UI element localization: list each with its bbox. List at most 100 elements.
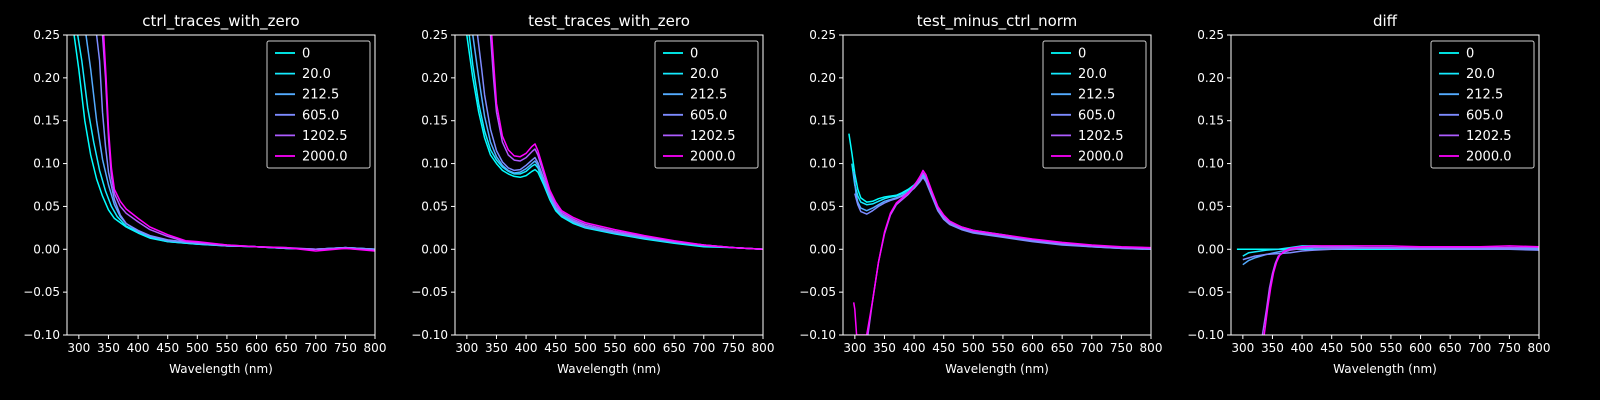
legend-label: 1202.5 [1466,129,1512,144]
x-tick-label: 650 [1051,341,1074,355]
panel-1: test_traces_with_zero 300 350 400 450 500 550 6… [411,12,774,376]
x-tick-label: 800 [1528,341,1551,355]
legend-label: 605.0 [1078,108,1115,123]
legend-label: 20.0 [302,67,331,82]
x-tick-label: 550 [991,341,1014,355]
x-tick-label: 800 [752,341,775,355]
y-tick-label: 0.25 [1197,28,1224,42]
y-tick-label: 0.20 [809,71,836,85]
y-tick-label: 0.05 [1197,199,1224,213]
plot-area [1236,245,1539,335]
legend-label: 0 [1078,47,1086,62]
legend-label: 20.0 [1466,67,1495,82]
series-line-605.0 [1242,247,1539,261]
y-tick-label: 0.25 [809,28,836,42]
x-tick-label: 600 [633,341,656,355]
plot-area [848,133,1151,335]
x-tick-label: 750 [1498,341,1521,355]
y-tick-label: 0.20 [421,71,448,85]
x-tick-label: 600 [245,341,268,355]
legend: 0 20.0 212.5 605.0 1202.5 2000.0 [1042,40,1147,169]
x-tick-label: 750 [334,341,357,355]
x-tick-label: 550 [215,341,238,355]
series-line-605.0 [476,35,763,251]
y-tick-label: −0.10 [799,328,836,342]
x-tick-label: 550 [603,341,626,355]
x-tick-label: 700 [1468,341,1491,355]
legend-label: 212.5 [1078,88,1115,103]
legend-label: 0 [302,47,310,62]
y-tick-label: 0.10 [33,157,60,171]
legend-label: 20.0 [1078,67,1107,82]
legend-label: 605.0 [1466,108,1503,123]
panel-title: test_traces_with_zero [528,12,690,31]
y-tick-label: 0.05 [809,199,836,213]
x-axis-label: Wavelength (nm) [1333,362,1437,376]
panel-title: test_minus_ctrl_norm [917,12,1078,31]
x-tick-label: 450 [932,341,955,355]
legend: 0 20.0 212.5 605.0 1202.5 2000.0 [1430,40,1535,169]
y-tick-label: −0.10 [1187,328,1224,342]
y-tick-label: 0.25 [33,28,60,42]
x-tick-label: 700 [304,341,327,355]
y-tick-label: 0.15 [33,114,60,128]
x-tick-label: 500 [962,341,985,355]
legend-label: 212.5 [302,88,339,103]
y-tick-label: 0.10 [809,157,836,171]
series-line-2000.0 [852,169,1151,335]
y-tick-label: 0.10 [421,157,448,171]
x-tick-label: 300 [1231,341,1254,355]
series-line-2000.0 [490,35,763,251]
y-tick-label: −0.10 [411,328,448,342]
x-tick-label: 300 [455,341,478,355]
legend: 0 20.0 212.5 605.0 1202.5 2000.0 [266,40,371,169]
series-line-605.0 [854,176,1151,251]
x-tick-label: 550 [1379,341,1402,355]
y-tick-label: 0.25 [421,28,448,42]
x-tick-label: 650 [275,341,298,355]
series-line-212.5 [472,35,763,251]
x-tick-label: 450 [544,341,567,355]
y-tick-label: 0.00 [421,242,448,256]
series-line-0 [466,35,763,251]
x-tick-label: 650 [663,341,686,355]
x-tick-label: 750 [722,341,745,355]
x-tick-label: 450 [156,341,179,355]
y-tick-label: 0.05 [421,199,448,213]
panel-2: test_minus_ctrl_norm 300 350 400 450 500 550 60… [799,12,1162,376]
series-line-1202.5 [1261,246,1539,335]
x-tick-label: 700 [692,341,715,355]
legend-label: 1202.5 [690,129,736,144]
legend: 0 20.0 212.5 605.0 1202.5 2000.0 [654,40,759,169]
x-tick-label: 500 [574,341,597,355]
legend-label: 2000.0 [302,150,348,165]
plot-area [73,35,375,252]
x-tick-label: 800 [1140,341,1163,355]
y-tick-label: 0.05 [33,199,60,213]
y-tick-label: 0.15 [809,114,836,128]
y-tick-label: 0.20 [1197,71,1224,85]
y-tick-label: −0.05 [799,285,836,299]
legend-label: 0 [690,47,698,62]
legend-label: 605.0 [302,108,339,123]
y-tick-label: −0.05 [411,285,448,299]
y-tick-label: 0.00 [1197,242,1224,256]
panel-3: diff 300 350 400 450 500 550 600 650 700 750 800 −0.… [1187,12,1550,376]
legend-label: 20.0 [690,67,719,82]
x-tick-label: 800 [364,341,387,355]
x-tick-label: 600 [1409,341,1432,355]
legend-label: 1202.5 [302,129,348,144]
x-tick-label: 750 [1110,341,1133,355]
series-line-2000.0 [1263,245,1539,335]
x-axis-label: Wavelength (nm) [945,362,1049,376]
panel-title: ctrl_traces_with_zero [142,12,299,31]
legend-label: 2000.0 [1078,150,1124,165]
y-tick-label: 0.00 [33,242,60,256]
x-tick-label: 650 [1439,341,1462,355]
legend-label: 605.0 [690,108,727,123]
y-tick-label: −0.05 [1187,285,1224,299]
legend-label: 1202.5 [1078,129,1124,144]
x-tick-label: 600 [1021,341,1044,355]
x-tick-label: 700 [1080,341,1103,355]
